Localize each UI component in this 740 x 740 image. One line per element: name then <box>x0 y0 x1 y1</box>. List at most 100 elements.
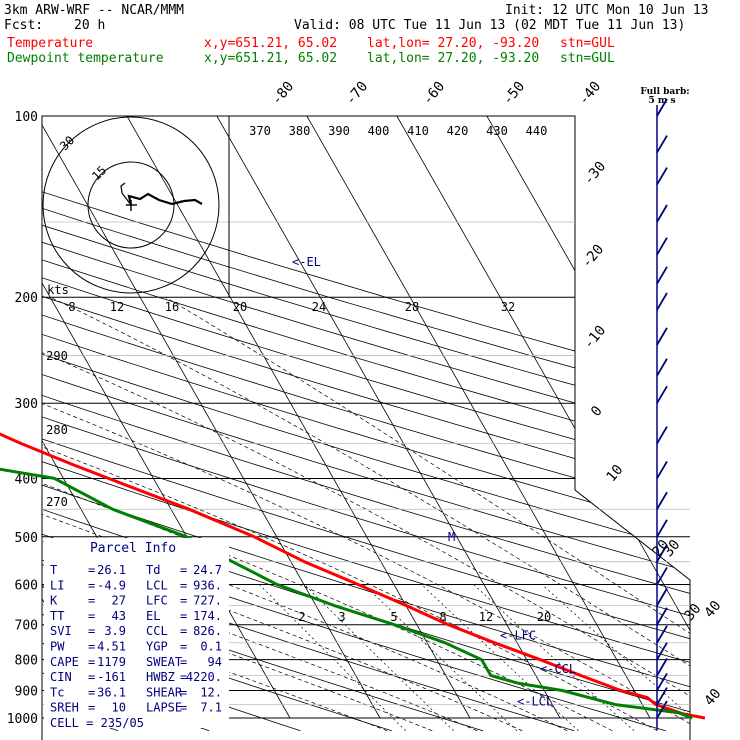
parcel-param-value: 7.1 <box>200 701 222 715</box>
wind-barb <box>656 98 668 117</box>
dewpoint-xy: x,y=651.21, 65.02 <box>204 51 338 66</box>
moist-adiabat-line <box>42 296 658 732</box>
wind-speed-label: 8 <box>68 300 75 314</box>
dewpoint-station: stn=GUL <box>560 51 615 66</box>
temperature-xy: x,y=651.21, 65.02 <box>204 36 338 51</box>
isotherm-line <box>42 116 381 719</box>
parcel-param-name: LI <box>50 578 64 592</box>
parcel-param-name: LCL <box>146 578 168 592</box>
wind-barb <box>656 700 668 719</box>
parcel-param-eq: = <box>180 640 187 654</box>
parcel-param-name: YGP <box>146 640 168 654</box>
parcel-param-eq: = <box>180 670 187 684</box>
isotherm-label: -70 <box>343 79 372 109</box>
mixing-ratio-line <box>304 584 454 732</box>
pressure-tick-label: 700 <box>15 619 38 634</box>
parcel-param-eq: = <box>180 609 187 623</box>
level-marker-label: <-EL <box>292 255 321 269</box>
hodograph-outer-ring <box>42 116 220 294</box>
hodograph-inner-ring <box>87 161 175 249</box>
parcel-param-name: Td <box>146 563 160 577</box>
moist-adiabat-line <box>42 296 690 732</box>
init-time: Init: 12 UTC Mon 10 Jun 13 <box>505 3 709 18</box>
wind-barb <box>656 426 668 444</box>
forecast-label: Fcst: <box>4 18 44 33</box>
wind-speed-label: 24 <box>312 300 326 314</box>
parcel-cell: CELL = 235/05 <box>50 716 144 730</box>
parcel-param-value: 24.7 <box>193 563 222 577</box>
wind-speed-label: kts <box>47 283 69 297</box>
pressure-tick-label: 300 <box>15 397 38 412</box>
mixing-ratio-label: 8 <box>439 610 446 624</box>
parcel-param-value: 826. <box>193 624 222 638</box>
isotherm-line <box>126 116 471 719</box>
parcel-param-name: T <box>50 563 57 577</box>
isotherm-label: -50 <box>500 79 529 109</box>
hodograph-ring-label: 15 <box>89 163 109 183</box>
dry-adiabat-line <box>42 116 690 732</box>
profile-series: <-EL <-LFC <-CCL <-LCL M <box>0 255 706 720</box>
parcel-param-name: LAPSE <box>146 701 182 715</box>
parcel-param-name: Tc <box>50 685 64 699</box>
parcel-param-value: 0.1 <box>200 640 222 654</box>
hodograph-trace <box>127 192 203 206</box>
isotherm-label: -60 <box>420 79 449 109</box>
wind-speed-label: 32 <box>501 300 515 314</box>
parcel-param-value: 27 <box>112 594 126 608</box>
mixing-ratio-line <box>473 584 635 732</box>
header: 3km ARW-WRF -- NCAR/MMM Init: 12 UTC Mon… <box>0 0 740 70</box>
dry-adiabat-line <box>42 116 690 732</box>
parcel-param-name: SVI <box>50 624 72 638</box>
parcel-param-name: CAPE <box>50 655 79 669</box>
pressure-tick-label: 900 <box>15 684 38 699</box>
pressure-tick-label: 100 <box>15 110 38 125</box>
parcel-param-value: -161 <box>97 670 126 684</box>
parcel-param-eq: = <box>88 624 95 638</box>
parcel-param-value: 26.1 <box>97 563 126 577</box>
pressure-tick-label: 200 <box>15 291 38 306</box>
theta-label: 370 <box>249 124 271 138</box>
isotherm-line <box>42 116 291 719</box>
parcel-param-value: 727. <box>193 594 222 608</box>
wind-speed-label: 20 <box>233 300 247 314</box>
wind-barb <box>656 587 668 606</box>
mixing-ratio-label: 20 <box>537 610 551 624</box>
moist-adiabat-line <box>165 296 690 732</box>
model-title: 3km ARW-WRF -- NCAR/MMM <box>4 3 185 18</box>
parcel-param-value: 936. <box>193 578 222 592</box>
wind-barb <box>656 385 668 404</box>
theta-label: 410 <box>407 124 429 138</box>
parcel-param-name: SHEAR <box>146 685 183 699</box>
wind-barb <box>656 292 668 311</box>
dewpoint-legend: Dewpoint temperature <box>7 51 164 66</box>
isotherm-line <box>396 116 690 719</box>
wind-barb <box>656 658 668 676</box>
parcel-param-eq: = <box>88 640 95 654</box>
dry-adiabat-line <box>42 116 690 732</box>
wind-barb <box>656 135 668 153</box>
wind-barb <box>656 544 668 563</box>
wind-barb <box>656 460 668 479</box>
level-marker-label: <-LFC <box>500 629 536 643</box>
isotherm-label: -80 <box>269 79 298 109</box>
parcel-param-name: SWEAT <box>146 655 182 669</box>
parcel-param-name: HWBZ <box>146 670 175 684</box>
mixing-ratio-label: 3 <box>338 610 345 624</box>
parcel-param-value: 12. <box>200 685 222 699</box>
theta-side-label: 290 <box>46 349 68 363</box>
isotherm-label: -40 <box>576 79 605 109</box>
moist-adiabat-line <box>42 296 388 732</box>
wind-barb <box>656 519 668 538</box>
parcel-param-eq: = <box>180 578 187 592</box>
diagram-outline <box>41 115 691 740</box>
wind-barb <box>656 687 668 706</box>
dry-adiabat-line <box>42 116 484 732</box>
dry-adiabat-line <box>42 116 392 732</box>
dry-adiabat-line <box>42 116 690 732</box>
wind-barb <box>656 672 668 691</box>
moist-adiabat-line <box>42 296 613 732</box>
dewpoint-latlon: lat,lon= 27.20, -93.20 <box>367 51 540 66</box>
hodograph: 30 15 <box>42 116 230 297</box>
mixing-ratio-label: 12 <box>479 610 493 624</box>
barb-side-label: 40 <box>701 598 724 621</box>
